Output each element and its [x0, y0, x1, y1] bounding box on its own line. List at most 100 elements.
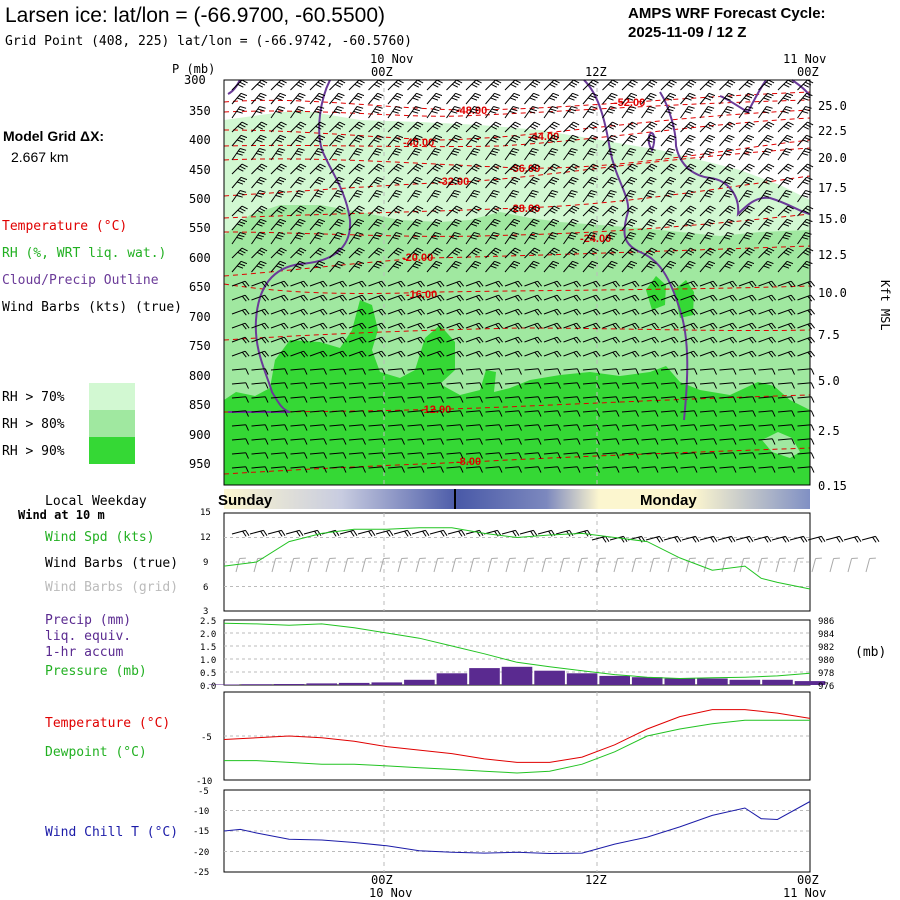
wind-barb — [270, 134, 287, 147]
wind-barb — [348, 410, 366, 417]
wind-barb — [582, 247, 599, 259]
wind-barb — [270, 452, 288, 459]
wind-barb — [249, 529, 268, 537]
wind-barb — [563, 121, 580, 133]
wind-barb — [309, 121, 326, 133]
wind-barb — [387, 232, 403, 245]
wind-barb — [465, 466, 483, 473]
wind-barb — [368, 190, 383, 203]
wind-barb — [621, 336, 640, 344]
wind-barb — [582, 232, 598, 245]
wind-barb — [738, 368, 756, 375]
wind-barb — [231, 190, 247, 203]
wind-barb — [524, 163, 541, 175]
wind-barb — [309, 368, 327, 375]
wind-barb — [465, 148, 481, 161]
wind-barb — [379, 557, 390, 573]
wind-barb — [621, 247, 638, 259]
wind-barb — [485, 308, 503, 316]
wind-barb — [719, 232, 734, 245]
svg-text:700: 700 — [189, 310, 211, 324]
wind-barb — [368, 280, 386, 288]
wind-barb — [563, 424, 581, 431]
wind-barb — [602, 190, 617, 203]
wind-barb — [680, 368, 698, 375]
legend-windchill: Wind Chill T (°C) — [45, 825, 178, 840]
wind-barb — [524, 148, 539, 161]
wind-barb — [393, 529, 412, 537]
wind-barb — [387, 176, 404, 189]
svg-text:12.5: 12.5 — [818, 248, 847, 262]
svg-text:750: 750 — [189, 339, 211, 353]
wind-barb — [797, 148, 812, 161]
wind-barb — [563, 382, 581, 389]
wind-barb — [368, 232, 383, 245]
wind-barb — [680, 396, 698, 403]
wind-barb — [368, 134, 384, 147]
wind-barb — [231, 382, 249, 389]
wind-barb — [777, 368, 795, 375]
wind-barb — [660, 163, 677, 175]
wind-barb — [719, 148, 734, 161]
wind-barb — [270, 205, 287, 217]
wind-barb — [641, 308, 659, 316]
wind-barb — [738, 438, 756, 445]
wind-barb — [602, 322, 620, 330]
wind-barb — [680, 106, 695, 119]
wind-barb — [270, 163, 287, 175]
wind-barb — [504, 396, 522, 403]
wind-barb — [426, 260, 443, 273]
wind-barb — [563, 438, 581, 445]
wind-barb — [777, 294, 796, 302]
wind-barb — [524, 280, 542, 288]
wind-barb — [641, 396, 659, 403]
precip-bar — [208, 684, 240, 685]
top-time-1: 00Z — [371, 65, 393, 79]
wind-barb — [290, 134, 306, 147]
wind-barb — [290, 294, 308, 302]
wind-barb — [680, 205, 697, 217]
wind-barb — [465, 163, 482, 175]
wind-barb — [446, 121, 463, 133]
wind-barb — [501, 529, 520, 537]
wind-barb — [407, 294, 425, 302]
wind-barb — [231, 438, 249, 445]
wind-barb — [387, 260, 404, 273]
wind-barb — [504, 438, 522, 445]
wind-barb — [680, 336, 698, 344]
wind-barb — [738, 466, 756, 473]
wind-barb — [387, 322, 406, 330]
wind-barb — [582, 79, 599, 91]
wind-barb — [251, 308, 269, 316]
wind-barb — [446, 134, 462, 147]
svg-text:976: 976 — [818, 682, 834, 692]
wind-barb — [543, 452, 561, 459]
wind-barb — [446, 106, 461, 119]
wind-barb — [777, 308, 796, 316]
wind-barb — [719, 280, 737, 288]
wind-barb — [407, 190, 422, 203]
wind-barb — [680, 280, 698, 288]
svg-text:982: 982 — [818, 643, 834, 653]
svg-text:-15: -15 — [193, 827, 209, 837]
wind-barb — [602, 368, 620, 375]
wind-barb — [251, 410, 269, 417]
wind-barb — [270, 79, 287, 91]
wind-barb — [231, 79, 248, 91]
wind-barb — [348, 350, 367, 358]
precip-bar — [436, 673, 468, 685]
svg-text:0.0: 0.0 — [200, 682, 216, 692]
wind-barb — [231, 350, 250, 358]
wind-barb — [387, 368, 405, 375]
wind-barb — [582, 452, 600, 459]
wind-barb — [504, 148, 520, 161]
wind-barb — [719, 452, 737, 459]
wind-barb — [621, 190, 637, 203]
wind-barb — [543, 134, 560, 147]
grid-point-label: Grid Point (408, 225) lat/lon = (-66.974… — [5, 34, 412, 49]
wind-barb — [621, 176, 638, 189]
wind-barb — [621, 368, 639, 375]
wind-barb — [641, 176, 657, 189]
wind-barb — [309, 260, 326, 273]
wind-barb — [738, 247, 755, 259]
